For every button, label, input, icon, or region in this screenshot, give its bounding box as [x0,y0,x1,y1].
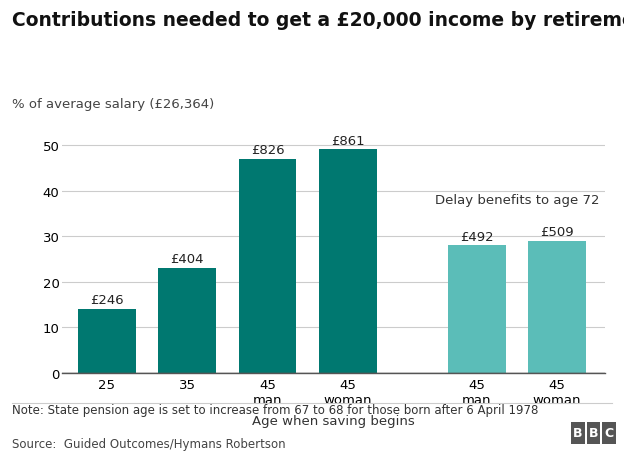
Bar [77,309,135,373]
Text: B: B [573,426,583,439]
Text: £492: £492 [460,230,494,243]
Text: B: B [588,426,598,439]
Text: % of average salary (£26,364): % of average salary (£26,364) [12,98,215,111]
Text: £509: £509 [540,225,574,238]
Text: £861: £861 [331,134,364,147]
Bar [447,246,505,373]
Text: £826: £826 [251,143,285,157]
Bar [528,241,586,373]
X-axis label: Age when saving begins: Age when saving begins [253,414,415,427]
Text: Delay benefits to age 72: Delay benefits to age 72 [434,194,599,207]
Text: Source:  Guided Outcomes/Hymans Robertson: Source: Guided Outcomes/Hymans Robertson [12,437,286,450]
Text: Contributions needed to get a £20,000 income by retirement: Contributions needed to get a £20,000 in… [12,11,624,30]
Bar [238,159,296,373]
Bar [158,268,216,373]
Bar [319,150,377,373]
Text: £246: £246 [90,293,124,307]
Text: C: C [605,426,613,439]
Text: Note: State pension age is set to increase from 67 to 68 for those born after 6 : Note: State pension age is set to increa… [12,403,539,416]
Text: £404: £404 [170,253,204,266]
